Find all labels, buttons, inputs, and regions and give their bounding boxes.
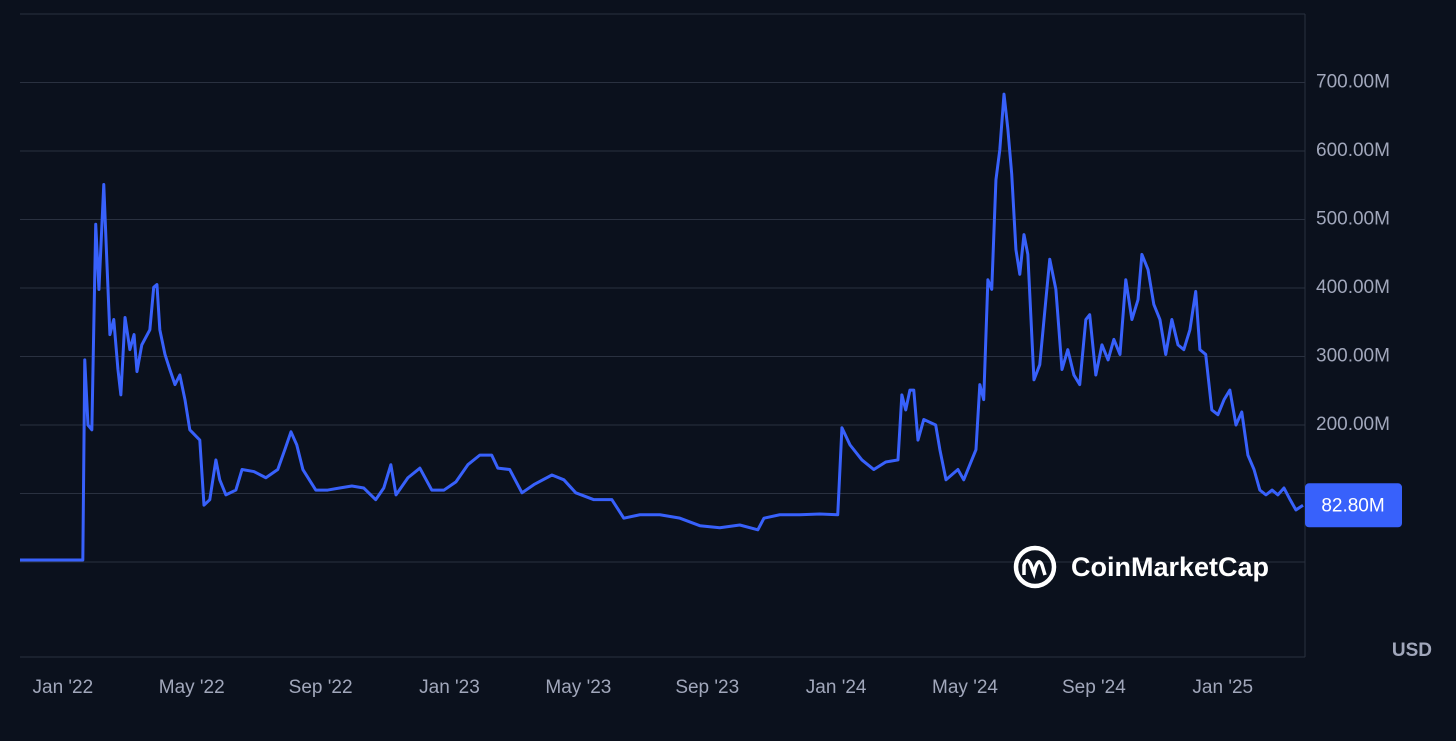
x-tick-label: May '22: [159, 677, 225, 698]
logo-mark: [1022, 558, 1047, 580]
x-tick-label: Sep '23: [675, 677, 739, 698]
x-tick-label: Sep '24: [1062, 677, 1126, 698]
x-tick-label: Jan '23: [419, 677, 480, 698]
logo-circle: [1013, 545, 1057, 589]
y-tick-label: 500.00M: [1316, 209, 1390, 230]
x-tick-label: May '24: [932, 677, 998, 698]
y-tick-label: 400.00M: [1316, 277, 1390, 298]
currency-label: USD: [1392, 640, 1432, 661]
y-tick-label: 200.00M: [1316, 414, 1390, 435]
current-value-label: 82.80M: [1321, 495, 1384, 516]
x-tick-label: Jan '24: [806, 677, 867, 698]
watermark: CoinMarketCap: [1071, 552, 1269, 582]
price-line: [20, 92, 1304, 562]
y-tick-label: 300.00M: [1316, 346, 1390, 367]
x-tick-label: May '23: [545, 677, 611, 698]
y-tick-label: 700.00M: [1316, 72, 1390, 93]
y-tick-label: 600.00M: [1316, 140, 1390, 161]
current-value-badge: [1305, 483, 1402, 528]
x-tick-label: Jan '22: [33, 677, 94, 698]
x-tick-label: Jan '25: [1192, 677, 1253, 698]
x-tick-label: Sep '22: [289, 677, 353, 698]
logo: CoinMarketCap: [1013, 545, 1269, 589]
